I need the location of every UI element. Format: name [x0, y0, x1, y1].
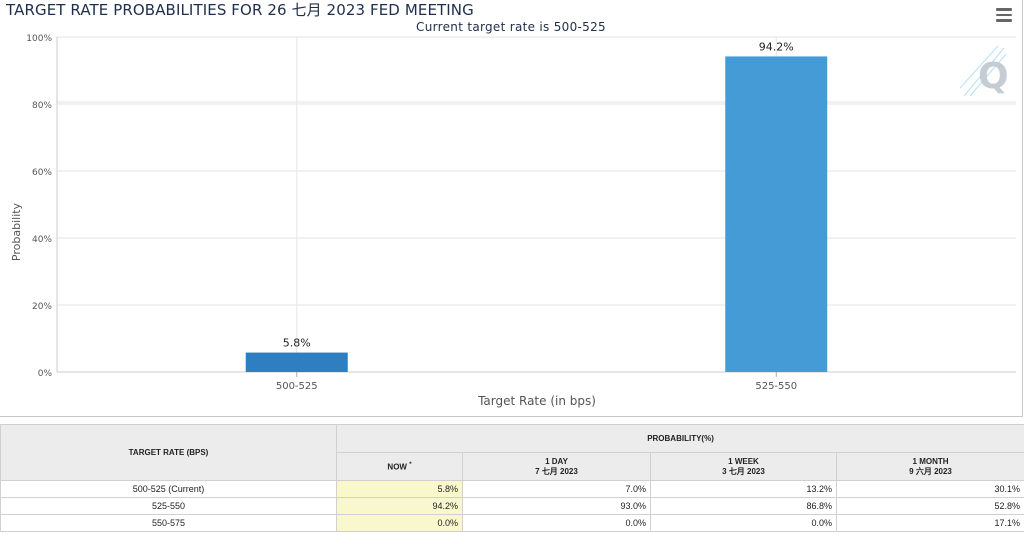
y-axis-label: Probability [10, 202, 23, 261]
one-month-header: 1 MONTH 9 六月 2023 [835, 452, 1024, 481]
one-day-header: 1 DAY 7 七月 2023 [462, 452, 651, 481]
y-tick-label: 60% [32, 168, 52, 178]
one-week-cell: 13.2% [650, 480, 837, 498]
table-row: 525-550 94.2% 93.0% 86.8% 52.8% [0, 497, 1024, 515]
y-tick-label: 20% [32, 302, 52, 312]
one-week-header: 1 WEEK 3 七月 2023 [650, 452, 837, 481]
x-axis-label: Target Rate (in bps) [477, 394, 596, 408]
data-label: 94.2% [759, 40, 794, 53]
now-header: NOW * [336, 452, 463, 481]
bar-525-550 [725, 56, 828, 373]
y-tick-label: 100% [26, 34, 52, 44]
rate-cell: 550-575 [0, 514, 337, 532]
probability-header: PROBABILITY(%) [335, 424, 1024, 453]
x-axis-ticks: 500-525 525-550 [276, 372, 797, 392]
data-label: 5.8% [283, 337, 311, 350]
one-day-cell: 93.0% [462, 497, 651, 515]
one-month-label: 1 MONTH [912, 456, 949, 466]
chart-subtitle: Current target rate is 500-525 [416, 20, 606, 34]
y-axis-ticks: 0% 20% 40% 60% 80% 100% [26, 34, 52, 379]
x-tick-label: 525-550 [755, 381, 797, 392]
grid-lines [56, 36, 1016, 373]
table-row: 550-575 0.0% 0.0% 0.0% 17.1% [0, 514, 1024, 532]
target-rate-header: TARGET RATE (BPS) [0, 424, 337, 481]
quikstrike-q-logo: Q [959, 45, 1009, 97]
chart-panel: TARGET RATE PROBABILITIES FOR 26 七月 2023… [0, 0, 1023, 417]
one-day-date: 7 七月 2023 [535, 466, 578, 476]
probability-table: TARGET RATE (BPS) PROBABILITY(%) NOW * 1… [0, 424, 1024, 532]
bar-500-525 [245, 352, 348, 372]
one-day-cell: 7.0% [462, 480, 651, 498]
chart-title: TARGET RATE PROBABILITIES FOR 26 七月 2023… [6, 1, 474, 19]
now-cell: 5.8% [336, 480, 463, 498]
hamburger-menu-icon[interactable] [996, 8, 1012, 22]
rate-cell: 500-525 (Current) [0, 480, 337, 498]
probability-bar-chart: 0% 20% 40% 60% 80% 100% 5.8% 94.2% 500-525 525-… [10, 34, 1016, 408]
one-day-label: 1 DAY [545, 456, 568, 466]
y-tick-label: 40% [32, 235, 52, 245]
one-month-date: 9 六月 2023 [909, 466, 952, 476]
one-week-cell: 0.0% [650, 514, 837, 532]
one-month-cell: 30.1% [835, 480, 1024, 498]
now-cell: 94.2% [336, 497, 463, 515]
now-marker: * [409, 462, 412, 469]
one-day-cell: 0.0% [462, 514, 651, 532]
one-week-cell: 86.8% [650, 497, 837, 515]
y-tick-label: 80% [32, 101, 52, 111]
x-tick-label: 500-525 [276, 381, 318, 392]
one-month-cell: 17.1% [835, 514, 1024, 532]
now-label: NOW [387, 462, 407, 472]
bars: 5.8% 94.2% [245, 40, 828, 373]
y-tick-label: 0% [38, 369, 53, 379]
one-week-label: 1 WEEK [728, 456, 759, 466]
now-cell: 0.0% [336, 514, 463, 532]
one-week-date: 3 七月 2023 [722, 466, 765, 476]
svg-text:Q: Q [978, 56, 1009, 97]
one-month-cell: 52.8% [835, 497, 1024, 515]
table-row: 500-525 (Current) 5.8% 7.0% 13.2% 30.1% [0, 480, 1024, 498]
rate-cell: 525-550 [0, 497, 337, 515]
